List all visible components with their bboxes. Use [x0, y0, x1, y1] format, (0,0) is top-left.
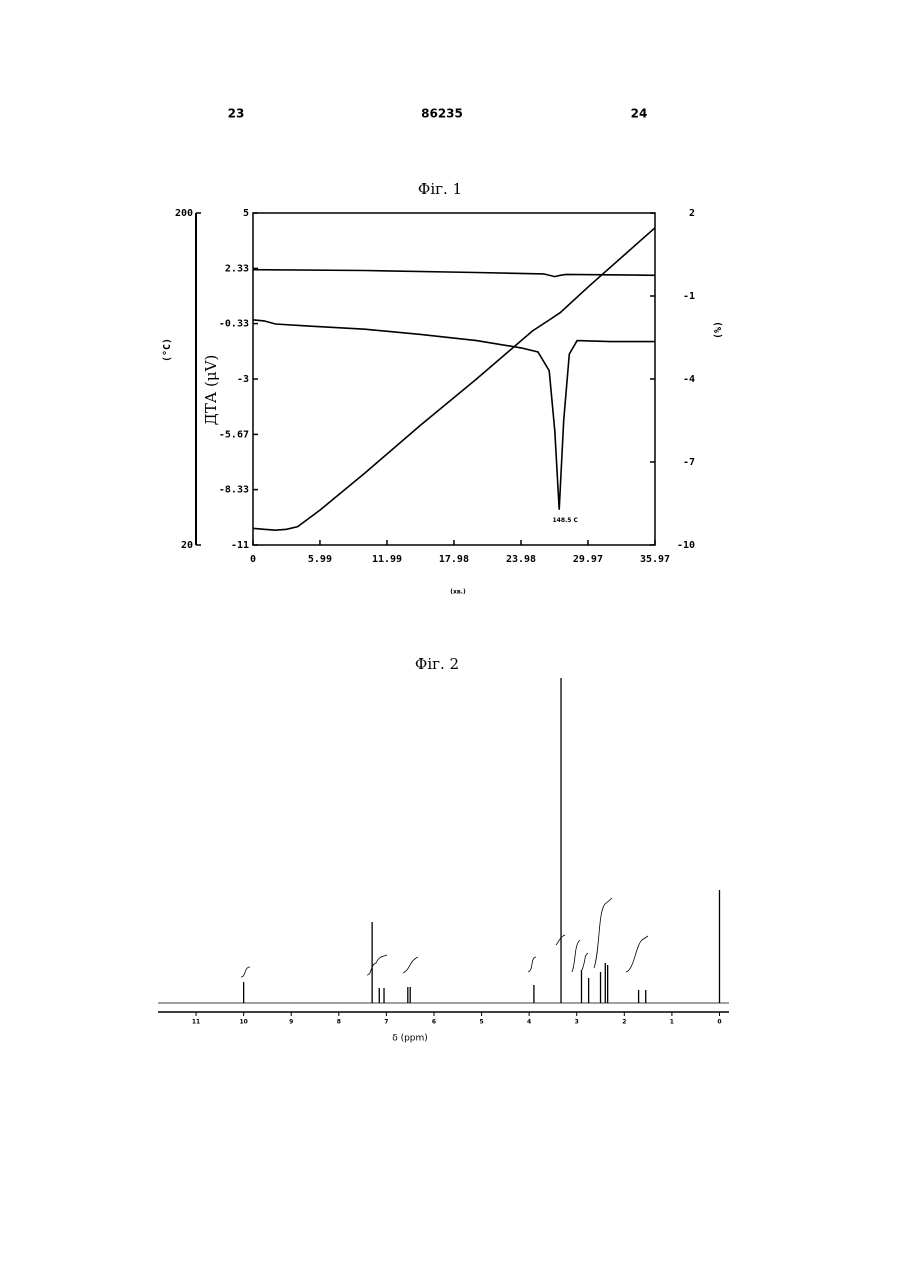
y2-tick-label: 5	[243, 208, 249, 219]
x-tick-label: 5.99	[308, 554, 332, 565]
x-tick-label: 4	[527, 1019, 531, 1026]
y3-axis-label: (%)	[713, 321, 724, 339]
document: 23 86235 24 Фіг. 12020052.33-0.33-3-5.67…	[0, 0, 900, 1273]
y2-tick-label: -11	[231, 540, 249, 551]
y3-tick-label: 2	[689, 208, 695, 219]
chart-title: Фіг. 2	[415, 655, 459, 673]
chart-title: Фіг. 1	[418, 180, 462, 198]
y3-tick-label: -10	[677, 540, 695, 551]
x-tick-label: 1	[670, 1019, 674, 1026]
x-tick-label: 23.98	[506, 554, 536, 565]
data-line	[253, 228, 655, 530]
x-tick-label: 5	[479, 1019, 483, 1026]
document-number: 86235	[421, 107, 463, 121]
page-number: 24	[631, 107, 648, 121]
y2-tick-label: -0.33	[219, 319, 249, 330]
annotation: 148.5 C	[552, 517, 578, 524]
page-number: 23	[228, 107, 245, 121]
x-tick-label: 35.97	[640, 554, 670, 565]
y2-tick-label: -5.67	[219, 429, 249, 440]
x-tick-label: 0	[717, 1019, 721, 1026]
y-axis-label: (°C)	[162, 338, 173, 362]
x-tick-label: 6	[432, 1019, 436, 1026]
y2-axis-label: ДТА (μV)	[202, 355, 220, 426]
y2-tick-label: 2.33	[225, 263, 249, 274]
x-tick-label: 11	[192, 1019, 200, 1026]
page: 23 86235 24 Фіг. 12020052.33-0.33-3-5.67…	[0, 0, 900, 1273]
y-tick-label: 20	[181, 540, 193, 551]
x-tick-label: 7	[384, 1019, 388, 1026]
x-tick-label: 0	[250, 554, 256, 565]
x-tick-label: 17.98	[439, 554, 469, 565]
y3-tick-label: -1	[683, 291, 695, 302]
data-line	[253, 320, 655, 510]
y2-tick-label: -8.33	[219, 485, 249, 496]
y-tick-label: 200	[175, 208, 193, 219]
y2-tick-label: -3	[237, 374, 249, 385]
x-axis-label: δ (ppm)	[392, 1034, 428, 1044]
y3-tick-label: -4	[683, 374, 695, 385]
x-tick-label: 29.97	[573, 554, 603, 565]
integral-curves	[241, 898, 648, 977]
x-axis-label: (хв.)	[450, 589, 466, 596]
plot-frame	[253, 213, 655, 545]
x-tick-label: 2	[622, 1019, 626, 1026]
x-tick-label: 11.99	[372, 554, 402, 565]
data-line	[253, 270, 655, 277]
x-tick-label: 10	[239, 1019, 247, 1026]
x-tick-label: 8	[337, 1019, 341, 1026]
x-tick-label: 9	[289, 1019, 293, 1026]
y3-tick-label: -7	[683, 457, 695, 468]
x-tick-label: 3	[575, 1019, 579, 1026]
